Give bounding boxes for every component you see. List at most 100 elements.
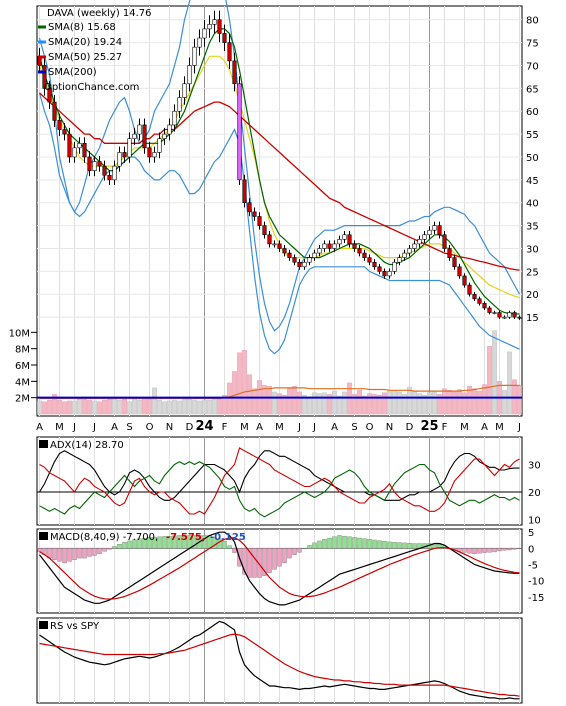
macd-histogram-bar [507,548,512,551]
volume-bar [147,399,152,415]
volume-bar [287,388,292,415]
volume-bar [217,399,222,415]
chart-panels: 152025303540455055606570758010M8M6M4M2MD… [9,0,544,704]
volume-bar [442,388,447,415]
candle-body [82,142,87,158]
candle-body [277,243,282,249]
legend-label: SMA(200) [48,67,97,78]
macd-tick-label: 0 [528,544,534,555]
legend-label: SMA(8) 15.68 [48,22,116,33]
candle-body [387,271,392,277]
watermark-text: OptionChance.com [44,82,139,93]
macd-histogram-bar [67,548,72,562]
x-axis-label: O [146,422,154,433]
macd-histogram-bar [82,548,87,559]
macd-histogram-bar [387,541,392,549]
candle-body [457,266,462,277]
macd-histogram-bar [302,548,307,550]
macd-histogram-bar [192,535,197,549]
volume-bar [242,350,247,415]
macd-histogram-bar [142,537,147,549]
x-axis-label: 24 [195,419,213,434]
candle-body [157,138,162,153]
volume-bar [402,394,407,415]
macd-histogram-bar [252,548,257,578]
volume-bar [42,401,47,415]
candle-body [167,124,172,135]
candle-body [362,252,367,258]
volume-bar [57,399,62,415]
volume-bar [102,399,107,415]
price-tick-label: 80 [526,16,539,27]
macd-histogram-bar [492,548,497,553]
volume-bar [207,399,212,415]
x-axis-label: A [331,422,338,433]
candle-body [47,88,52,103]
candle-body [162,133,167,139]
candle-body [477,298,482,304]
volume-bar [322,392,327,415]
x-axis-label: J [72,422,76,433]
price-tick-label: 15 [526,313,539,324]
price-tick-label: 60 [526,107,539,118]
candle-body [302,261,307,268]
price-tick-label: 20 [526,290,539,301]
volume-bar [337,395,342,415]
macd-histogram-bar [347,536,352,549]
candle-body [472,293,477,300]
macd-histogram-bar [292,548,297,555]
adx-tick-label: 20 [528,488,541,499]
macd-histogram-bar [357,537,362,549]
macd-histogram-bar [392,542,397,549]
volume-bar [482,384,487,415]
macd-signal-value: -7.575, [166,532,206,543]
macd-histogram-bar [92,548,97,556]
x-axis-label: A [256,422,263,433]
candle-body [72,147,77,158]
volume-bar [222,394,227,415]
volume-bar [292,385,297,415]
volume-bar [362,395,367,415]
bollinger-upper-band [38,0,521,332]
volume-tick-label: 2M [15,394,30,405]
macd-histogram-bar [477,548,482,554]
macd-histogram-bar [152,536,157,549]
candle-body [382,271,387,277]
macd-histogram-bar [267,548,272,573]
volume-bar [142,398,147,415]
macd-histogram-bar [222,541,227,549]
volume-bar [172,399,177,415]
candle-body [237,83,242,181]
volume-bar [62,401,67,415]
candle-body [192,46,197,66]
macd-histogram-value: -0.125 [210,532,246,543]
volume-bar [212,397,217,415]
candle-body [347,234,352,245]
volume-bar [342,391,347,415]
candle-body [147,147,152,158]
volume-bar [357,390,362,415]
candle-body [217,19,222,34]
macd-histogram-bar [437,544,442,549]
candle-body [202,28,207,39]
macd-histogram-bar [512,548,517,550]
macd-histogram-bar [112,546,117,549]
x-axis-label: J [297,422,301,433]
candle-body [287,252,292,258]
volume-bar [422,394,427,415]
candle-body [267,234,272,245]
macd-histogram-bar [397,542,402,549]
macd-histogram-bar [97,548,102,555]
price-tick-label: 30 [526,244,539,255]
macd-histogram-bar [287,548,292,559]
macd-histogram-bar [72,548,77,560]
candle-body [442,234,447,249]
candle-body [402,252,407,258]
rs-panel-title: RS vs SPY [50,621,100,632]
macd-histogram-bar [277,548,282,567]
macd-histogram-bar [462,548,467,553]
macd-histogram-bar [297,548,302,553]
volume-bar [107,399,112,415]
candle-body [452,257,457,268]
volume-bar [82,396,87,415]
